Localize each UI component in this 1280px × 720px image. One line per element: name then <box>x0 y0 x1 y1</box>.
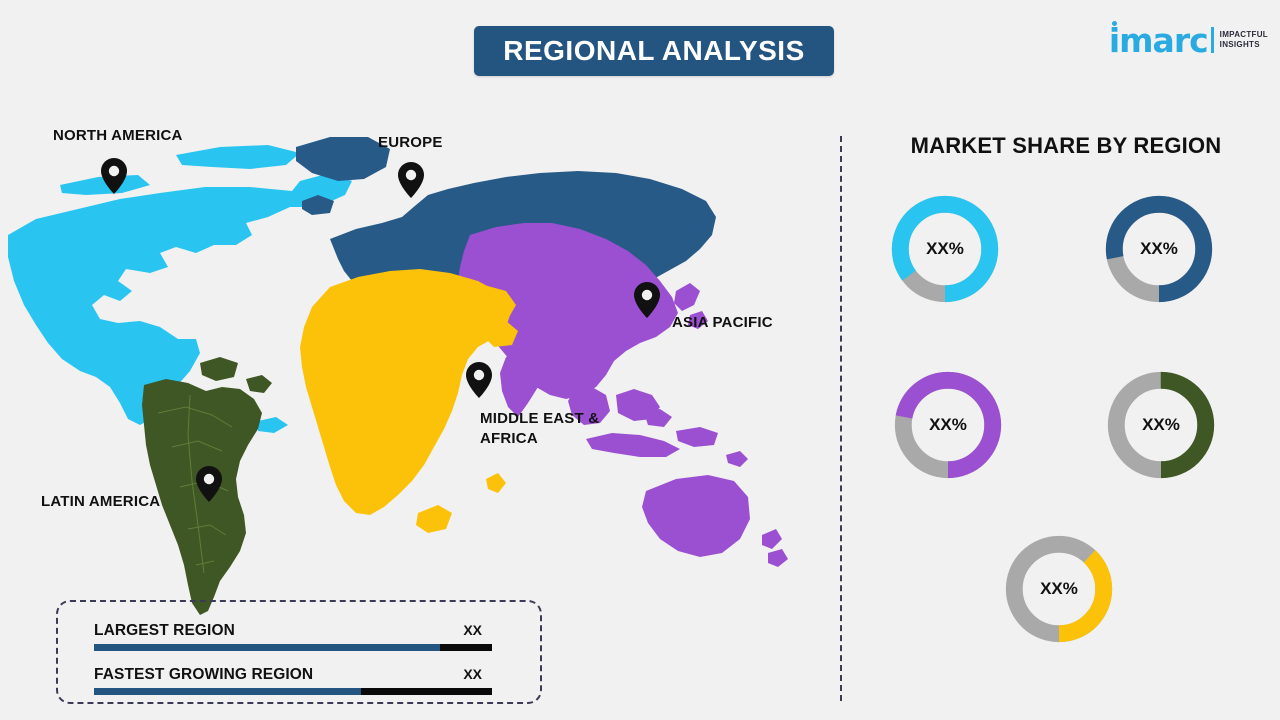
legend-bar-fastest-growing-region <box>94 688 492 695</box>
map-region-asia-pacific[interactable] <box>458 223 788 567</box>
map-label-mea-line2: AFRICA <box>480 430 538 448</box>
legend-value-largest-region: XX <box>463 622 482 638</box>
map-pin-latin-america[interactable] <box>196 466 222 502</box>
donut-north-america[interactable]: XX% <box>886 190 1004 308</box>
map-pin-europe[interactable] <box>398 162 424 198</box>
map-label-europe: EUROPE <box>378 134 443 151</box>
donut-label-europe: XX% <box>1140 239 1178 258</box>
world-map <box>0 95 830 615</box>
page-title-banner: REGIONAL ANALYSIS <box>474 26 834 76</box>
logo-tagline-line1: IMPACTFUL <box>1219 30 1268 39</box>
logo-dot-icon <box>1111 20 1117 26</box>
map-pin-north-america[interactable] <box>101 158 127 194</box>
map-label-mea-line1: MIDDLE EAST & <box>480 410 600 427</box>
legend-value-fastest-growing-region: XX <box>463 666 482 682</box>
imarc-logo: imarc IMPACTFUL INSIGHTS <box>1109 20 1268 60</box>
legend-bar-fill-largest-region <box>94 644 441 651</box>
legend-bar-largest-region <box>94 644 492 651</box>
logo-tagline-line2: INSIGHTS <box>1219 40 1260 49</box>
donut-middle-east-africa[interactable]: XX% <box>1000 530 1118 648</box>
legend-bar-fill-fastest-growing-region <box>94 688 361 695</box>
map-region-latin-america[interactable] <box>142 357 272 615</box>
map-pin-middle-east-africa[interactable] <box>466 362 492 398</box>
logo-tagline: IMPACTFUL INSIGHTS <box>1220 30 1268 50</box>
legend-row-fastest-growing-region: FASTEST GROWING REGION XX <box>94 666 492 695</box>
map-label-latin-america: LATIN AMERICA <box>41 493 161 510</box>
logo-wordmark-text: imarc <box>1108 20 1209 60</box>
legend-label-largest-region: LARGEST REGION <box>94 622 235 639</box>
map-label-asia-pacific: ASIA PACIFIC <box>672 314 773 331</box>
market-share-title: MARKET SHARE BY REGION <box>910 133 1222 158</box>
legend-label-fastest-growing-region: FASTEST GROWING REGION <box>94 666 314 683</box>
page-title: REGIONAL ANALYSIS <box>503 35 805 66</box>
panel-divider <box>840 136 842 701</box>
donut-label-latin-america: XX% <box>1142 415 1180 434</box>
map-region-middle-east-africa[interactable] <box>300 269 518 533</box>
map-label-middle-east-africa: MIDDLE EAST & AFRICA <box>480 409 599 450</box>
donut-asia-pacific[interactable]: XX% <box>889 366 1007 484</box>
logo-divider <box>1210 27 1214 53</box>
donut-europe[interactable]: XX% <box>1100 190 1218 308</box>
donut-latin-america[interactable]: XX% <box>1102 366 1220 484</box>
donut-label-asia-pacific: XX% <box>929 415 967 434</box>
donut-label-north-america: XX% <box>926 239 964 258</box>
map-label-north-america: NORTH AMERICA <box>53 127 183 144</box>
legend-row-largest-region: LARGEST REGION XX <box>94 622 492 651</box>
map-pin-asia-pacific[interactable] <box>634 282 660 318</box>
donut-label-middle-east-africa: XX% <box>1040 579 1078 598</box>
logo-wordmark: imarc <box>1108 20 1209 60</box>
region-summary-box: LARGEST REGION XX FASTEST GROWING REGION… <box>56 600 542 704</box>
